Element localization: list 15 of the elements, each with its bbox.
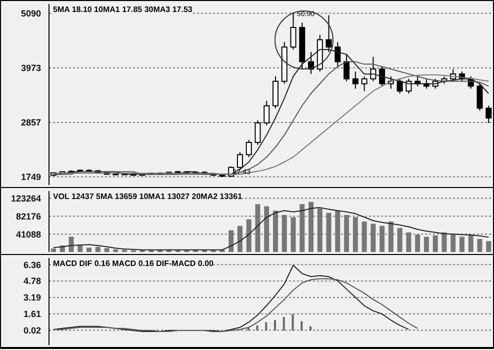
annotation: MACD DIF 0.16 MACD 0.16 DIF-MACD 0.00: [53, 259, 214, 268]
annotation: 5MA 18.10 10MA1 17.85 30MA3 17.53: [53, 5, 192, 14]
y-tick-label: 82176: [16, 211, 41, 222]
y-tick-label: 123264: [10, 193, 41, 204]
y-tick-label: 1.61: [23, 309, 41, 320]
y-tick-label: 3.19: [23, 292, 41, 303]
y-tick-label: 4.78: [23, 276, 41, 286]
y-tick-label: 3973: [20, 63, 41, 74]
y-tick-label: 0.02: [23, 325, 41, 336]
y-tick-label: 1749: [20, 172, 41, 182]
y-tick-label: 5090: [20, 8, 41, 18]
y-tick-label: 6.36: [23, 260, 41, 270]
y-tick-label: 41088: [16, 229, 41, 240]
annotation: VOL 12437 5MA 13659 10MA1 13027 20MA2 13361: [53, 192, 242, 201]
y-tick-label: 2857: [20, 118, 41, 128]
